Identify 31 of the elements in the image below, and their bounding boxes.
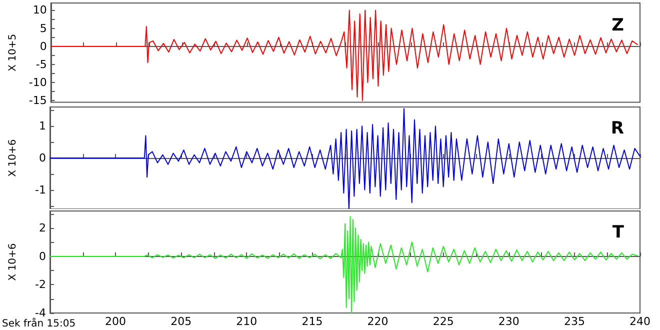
y-tick-label: -2 — [35, 278, 46, 291]
y-tick-label: 2 — [39, 221, 46, 234]
annotation: T — [612, 222, 624, 242]
x-tick-label: 230 — [498, 314, 520, 328]
y-axis-title: X 10+5 — [8, 34, 18, 72]
line-series — [50, 10, 638, 101]
x-tick-label: 225 — [432, 314, 454, 328]
y-tick-label: 1 — [39, 120, 46, 133]
y-tick-label: 10 — [32, 4, 47, 17]
x-tick-label: 205 — [170, 314, 192, 328]
y-axis-title: X 10+6 — [8, 140, 18, 178]
x-tick-label: 240 — [630, 314, 650, 328]
x-axis-title: Sek från 15:05 — [2, 317, 76, 330]
annotation: Z — [612, 16, 624, 36]
x-tick-label: 210 — [236, 314, 258, 328]
x-tick-label: 235 — [564, 314, 585, 328]
y-tick-label: 0 — [39, 152, 46, 165]
y-tick-label: 5 — [40, 22, 47, 35]
line-series — [50, 216, 638, 314]
y-axis-title: X 10+6 — [8, 242, 18, 280]
y-tick-label: -5 — [36, 58, 47, 71]
y-tick-label: -4 — [35, 306, 46, 320]
y-tick-label: -1 — [35, 184, 46, 197]
y-tick-label: -10 — [28, 76, 47, 89]
x-tick-label: 220 — [367, 314, 388, 328]
x-tick-label: 200 — [105, 314, 126, 328]
y-tick-label: 0 — [39, 249, 46, 262]
y-tick-label: 0 — [40, 40, 47, 53]
annotation: R — [610, 118, 624, 139]
y-tick-label: -15 — [28, 94, 47, 107]
x-tick-label: 215 — [302, 314, 323, 328]
